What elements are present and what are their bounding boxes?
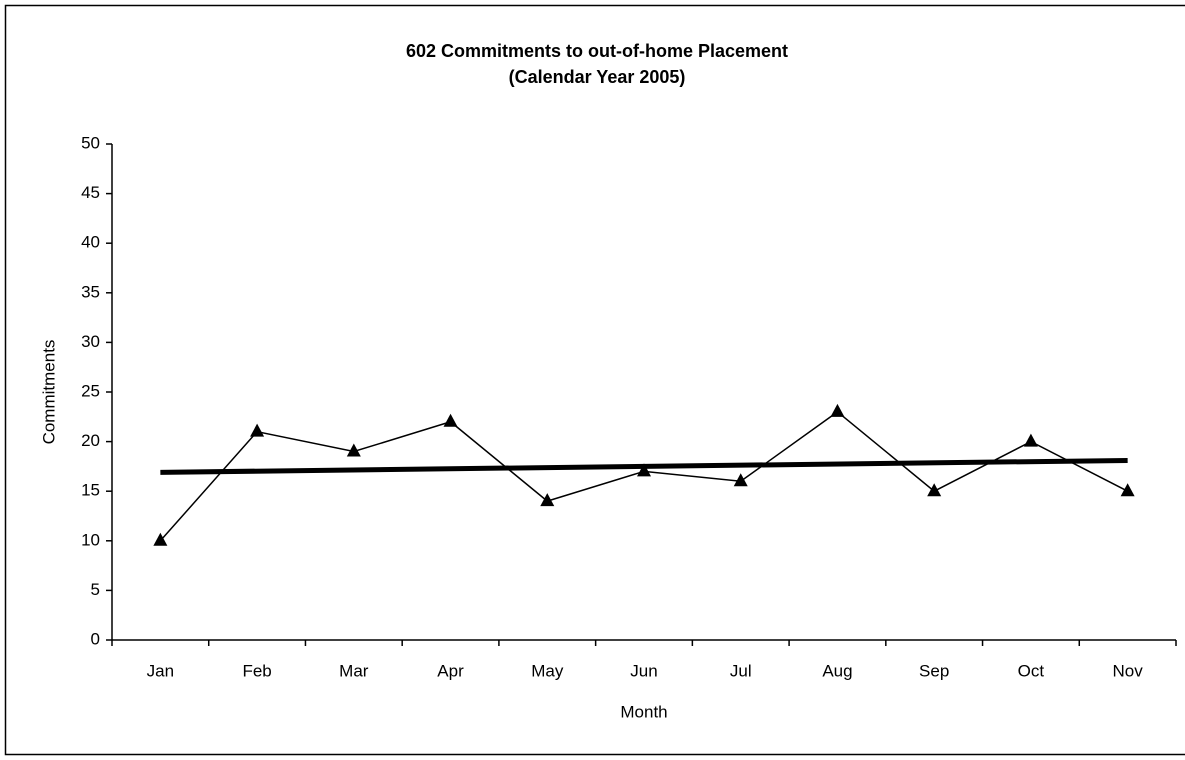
chart-subtitle: (Calendar Year 2005) [509,67,686,87]
y-tick-label: 25 [81,381,100,400]
marker [830,403,845,417]
x-tick-label: Aug [822,661,852,680]
x-axis-label: Month [620,702,667,721]
y-tick-label: 5 [91,580,100,599]
x-tick-label: Apr [437,661,464,680]
x-tick-label: Oct [1018,661,1045,680]
y-tick-label: 10 [81,530,100,549]
marker [1023,433,1038,447]
y-tick-label: 30 [81,332,100,351]
y-tick-label: 40 [81,233,100,252]
y-tick-label: 0 [91,629,100,648]
marker [443,413,458,427]
x-tick-label: Feb [242,661,271,680]
chart-border [4,4,1185,756]
chart-title: 602 Commitments to out-of-home Placement [406,41,788,61]
x-tick-label: Mar [339,661,369,680]
y-axis-label: Commitments [39,340,58,445]
marker [927,483,942,497]
x-tick-label: May [531,661,564,680]
marker [346,443,361,457]
marker [250,423,265,437]
trendline [160,457,1128,475]
x-tick-label: Jun [630,661,657,680]
y-tick-label: 50 [81,133,100,152]
y-tick-label: 15 [81,481,100,500]
marker [540,493,555,507]
marker [733,473,748,487]
marker [153,532,168,546]
marker [637,463,651,477]
x-tick-label: Jan [147,661,174,680]
y-tick-label: 45 [81,183,100,202]
x-tick-label: Jul [730,661,752,680]
marker [1120,483,1135,497]
x-tick-label: Nov [1113,661,1144,680]
x-tick-label: Sep [919,661,949,680]
y-tick-label: 20 [81,431,100,450]
y-tick-label: 35 [81,282,100,301]
